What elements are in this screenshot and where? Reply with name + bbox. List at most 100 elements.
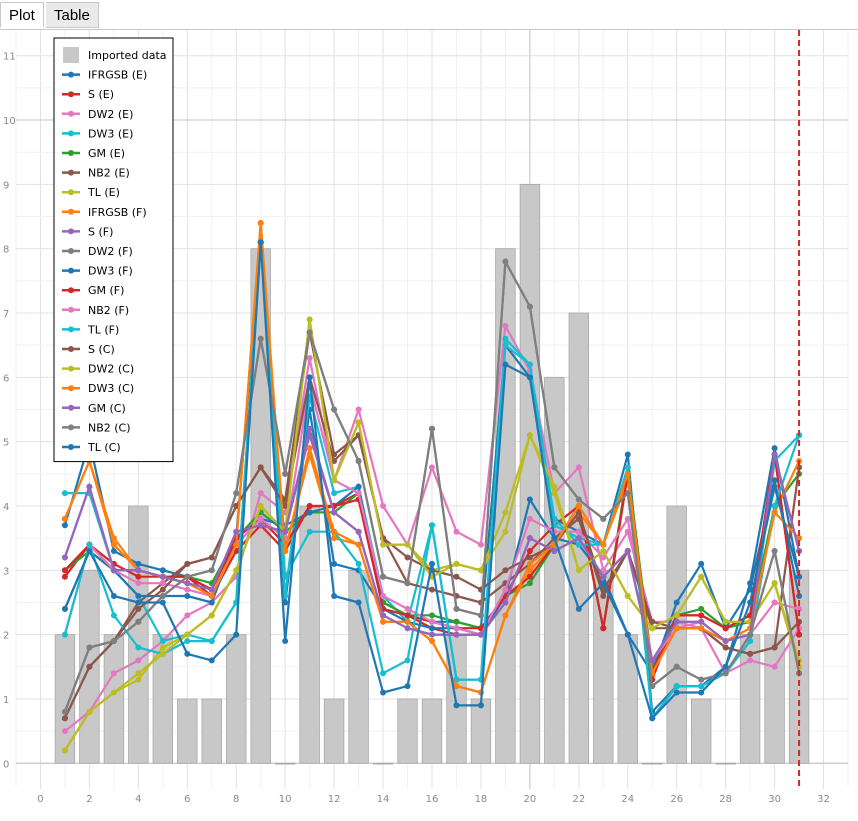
series-point xyxy=(306,425,313,432)
series-point xyxy=(649,683,656,690)
series-point xyxy=(698,560,705,567)
series-point xyxy=(159,638,166,645)
series-point xyxy=(404,657,411,664)
imported-data-bar xyxy=(715,762,736,765)
series-point xyxy=(257,335,264,342)
series-point xyxy=(624,470,631,477)
series-point xyxy=(526,580,533,587)
imported-data-bar xyxy=(690,698,712,764)
series-point xyxy=(575,509,582,516)
legend: Imported data IFRGSB (E) S (E) DW2 (E) DW3 (… xyxy=(53,37,174,463)
series-point xyxy=(796,535,803,542)
series-point xyxy=(135,676,142,683)
series-point xyxy=(257,239,264,246)
series-point xyxy=(747,638,754,645)
series-point xyxy=(429,425,435,432)
series-point xyxy=(135,657,142,664)
series-point xyxy=(355,490,362,497)
series-point xyxy=(502,599,509,606)
tab-table[interactable]: Table xyxy=(46,2,99,28)
x-tick-label: 2 xyxy=(86,794,92,805)
legend-label: DW3 (E) xyxy=(88,127,133,140)
series-point xyxy=(747,599,754,606)
legend-label: S (F) xyxy=(88,225,113,238)
tab-plot[interactable]: Plot xyxy=(0,2,44,28)
series-point xyxy=(429,522,435,529)
series-point xyxy=(184,573,191,580)
series-point xyxy=(331,477,338,484)
series-point xyxy=(771,477,778,484)
series-point xyxy=(380,502,387,509)
series-point xyxy=(502,612,509,619)
series-point xyxy=(86,708,93,715)
legend-label: NB2 (F) xyxy=(88,304,129,317)
y-tick-label: 3 xyxy=(3,566,9,577)
series-point xyxy=(526,554,533,561)
series-point xyxy=(624,451,631,458)
series-point xyxy=(257,490,264,497)
x-tick-label: 12 xyxy=(328,794,341,805)
x-tick-label: 0 xyxy=(37,794,43,805)
legend-swatch-point xyxy=(68,110,74,117)
series-point xyxy=(747,631,754,638)
legend-swatch-point xyxy=(68,365,74,372)
series-point xyxy=(355,483,362,490)
series-point xyxy=(722,644,729,651)
series-point xyxy=(502,342,509,349)
series-point xyxy=(208,554,215,561)
series-point xyxy=(61,708,68,715)
series-point xyxy=(526,560,533,567)
series-point xyxy=(110,612,117,619)
series-point xyxy=(257,502,264,509)
legend-swatch-point xyxy=(68,326,74,333)
series-point xyxy=(600,593,607,600)
series-point xyxy=(306,329,313,336)
legend-label: NB2 (C) xyxy=(88,421,131,434)
legend-swatch-point xyxy=(68,306,74,313)
series-point xyxy=(380,689,387,696)
legend-swatch-point xyxy=(68,91,74,98)
imported-data-bar xyxy=(519,183,541,764)
series-point xyxy=(86,483,93,490)
imported-data-bar xyxy=(397,698,418,764)
series-point xyxy=(233,490,240,497)
series-point xyxy=(429,464,435,471)
series-point xyxy=(306,374,313,381)
series-point xyxy=(796,593,803,600)
series-point xyxy=(698,573,705,580)
series-point xyxy=(624,490,631,497)
series-point xyxy=(698,625,705,632)
x-tick-label: 18 xyxy=(475,794,488,805)
series-point xyxy=(526,535,533,542)
series-point xyxy=(380,612,387,619)
legend-label: IFRGSB (E) xyxy=(88,69,147,82)
series-point xyxy=(184,650,191,657)
series-point xyxy=(673,663,680,670)
y-tick-label: 4 xyxy=(3,502,9,513)
series-point xyxy=(61,522,68,529)
x-tick-label: 30 xyxy=(768,794,781,805)
series-point xyxy=(404,605,411,612)
series-point xyxy=(404,554,411,561)
legend-swatch-point xyxy=(68,404,74,411)
series-point xyxy=(306,502,313,509)
legend-label: GM (F) xyxy=(88,284,124,297)
series-point xyxy=(502,509,509,516)
x-tick-label: 4 xyxy=(135,794,141,805)
y-tick-label: 8 xyxy=(3,245,9,256)
series-point xyxy=(110,638,117,645)
series-point xyxy=(429,560,435,567)
series-point xyxy=(355,457,362,464)
series-point xyxy=(159,567,166,574)
series-point xyxy=(453,683,460,690)
series-point xyxy=(355,419,362,426)
series-point xyxy=(502,567,509,574)
series-point xyxy=(282,470,289,477)
legend-swatch-point xyxy=(68,385,74,392)
series-point xyxy=(86,644,93,651)
series-point xyxy=(159,593,166,600)
series-point xyxy=(673,618,680,625)
series-point xyxy=(306,445,313,452)
series-point xyxy=(159,586,166,593)
series-point xyxy=(331,535,338,542)
